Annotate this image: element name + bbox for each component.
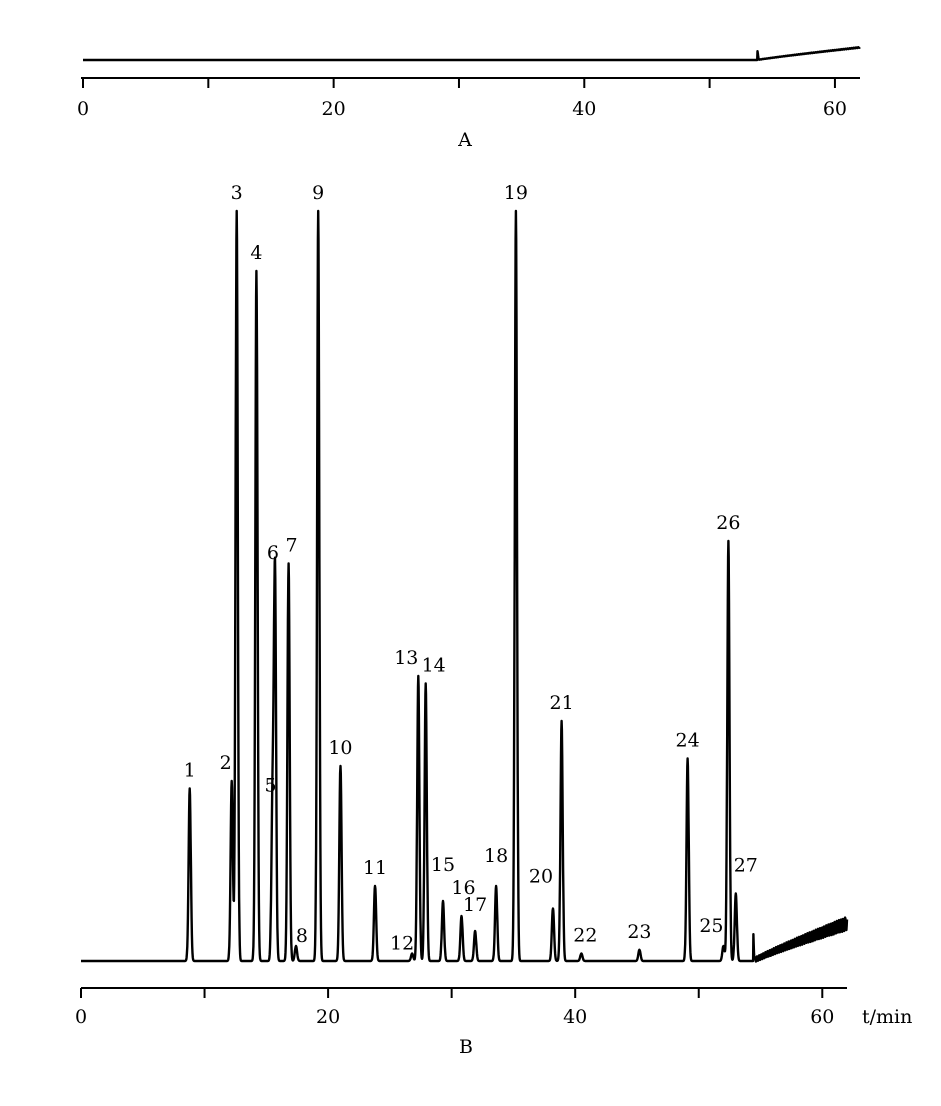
peak-label-20: 20 — [529, 866, 553, 888]
peak-label-24: 24 — [676, 730, 700, 752]
peak-label-23: 23 — [627, 921, 651, 943]
peak-label-2: 2 — [220, 752, 232, 774]
peak-label-26: 26 — [716, 512, 740, 534]
peak-label-6: 6 — [267, 542, 279, 564]
peak-label-13: 13 — [394, 647, 418, 669]
panel-b-trace — [80, 209, 849, 963]
peak-label-11: 11 — [363, 857, 387, 879]
peak-label-7: 7 — [286, 535, 298, 557]
panel-b-label: B — [459, 1036, 473, 1058]
peak-label-12: 12 — [390, 933, 414, 955]
peak-label-5: 5 — [264, 775, 276, 797]
peak-label-14: 14 — [422, 655, 446, 677]
peak-label-1: 1 — [184, 760, 196, 782]
x-tick-label: 60 — [823, 98, 847, 120]
x-tick-label: 60 — [810, 1006, 834, 1028]
peak-label-15: 15 — [431, 854, 455, 876]
panel-a-trace — [82, 46, 861, 62]
panel-a: 0 20 40 60 A — [77, 46, 861, 151]
x-tick-label: 0 — [77, 98, 89, 120]
peak-label-18: 18 — [484, 845, 508, 867]
panel-a-x-ticks: 0 20 40 60 — [77, 78, 847, 120]
peak-label-8: 8 — [296, 925, 308, 947]
peak-label-22: 22 — [573, 925, 597, 947]
peak-label-19: 19 — [504, 182, 528, 204]
peak-label-25: 25 — [699, 915, 723, 937]
x-tick-label: 40 — [563, 1006, 587, 1028]
peak-label-27: 27 — [734, 855, 758, 877]
peak-label-4: 4 — [250, 242, 262, 264]
x-tick-label: 40 — [572, 98, 596, 120]
panel-b-x-ticks: 0 20 40 60 — [75, 988, 834, 1028]
panel-a-label: A — [457, 129, 472, 151]
peak-label-10: 10 — [328, 737, 352, 759]
peak-label-3: 3 — [231, 182, 243, 204]
peak-label-9: 9 — [312, 182, 324, 204]
peak-label-21: 21 — [550, 692, 574, 714]
panel-b-x-unit: t/min — [862, 1006, 912, 1028]
peak-label-17: 17 — [463, 894, 487, 916]
x-tick-label: 0 — [75, 1006, 87, 1028]
x-tick-label: 20 — [322, 98, 346, 120]
peak-label-16: 16 — [451, 877, 475, 899]
x-tick-label: 20 — [316, 1006, 340, 1028]
